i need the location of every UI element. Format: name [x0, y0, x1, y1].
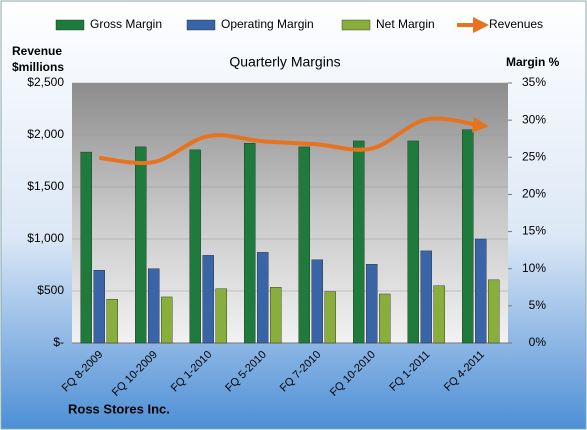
bar	[244, 142, 256, 344]
y-label: Revenue	[12, 44, 62, 58]
y-tick-label: $500	[37, 283, 64, 297]
bar	[475, 238, 487, 344]
y2-tick-label: 30%	[522, 112, 546, 126]
bar	[148, 268, 160, 344]
y2-label: Margin %	[506, 55, 560, 69]
bar	[462, 129, 474, 344]
bar	[311, 259, 323, 344]
bar	[257, 252, 269, 344]
bar	[488, 279, 500, 344]
legend-label: Net Margin	[376, 17, 435, 31]
y2-tick-label: 0%	[529, 335, 547, 349]
legend-label: Gross Margin	[90, 17, 162, 31]
y-tick-label: $2,500	[27, 75, 64, 89]
y-label: $millions	[12, 60, 64, 74]
bar	[215, 288, 227, 344]
y2-tick-label: 20%	[522, 187, 546, 201]
bar	[433, 285, 445, 344]
y2-tick-label: 25%	[522, 149, 546, 163]
bar	[353, 140, 365, 344]
y-tick-label: $2,000	[27, 127, 64, 141]
legend-swatch	[186, 19, 216, 31]
bar	[366, 264, 378, 344]
bar	[106, 298, 118, 344]
legend-swatch	[341, 19, 371, 31]
bar	[135, 146, 147, 344]
y2-tick-label: 15%	[522, 224, 546, 238]
bar	[93, 270, 105, 344]
y-tick-label: $-	[53, 335, 64, 349]
chart-title: Quarterly Margins	[229, 54, 340, 70]
bar	[80, 151, 92, 344]
bar	[298, 146, 310, 344]
legend-label: Operating Margin	[221, 17, 314, 31]
bar	[161, 296, 173, 344]
y-tick-label: $1,000	[27, 231, 64, 245]
bar	[407, 140, 419, 344]
legend-swatch	[55, 19, 85, 31]
footer: Ross Stores Inc.	[68, 401, 170, 416]
line	[99, 116, 489, 166]
bar	[324, 291, 336, 344]
y-tick-label: $1,500	[27, 179, 64, 193]
bar	[270, 287, 282, 344]
bar	[202, 255, 214, 344]
bar	[189, 149, 201, 344]
y2-tick-label: 5%	[529, 298, 547, 312]
bar	[420, 250, 432, 344]
bar	[379, 293, 391, 344]
y2-tick-label: 10%	[522, 261, 546, 275]
legend-label: Revenues	[489, 17, 543, 31]
y2-tick-label: 35%	[522, 75, 546, 89]
